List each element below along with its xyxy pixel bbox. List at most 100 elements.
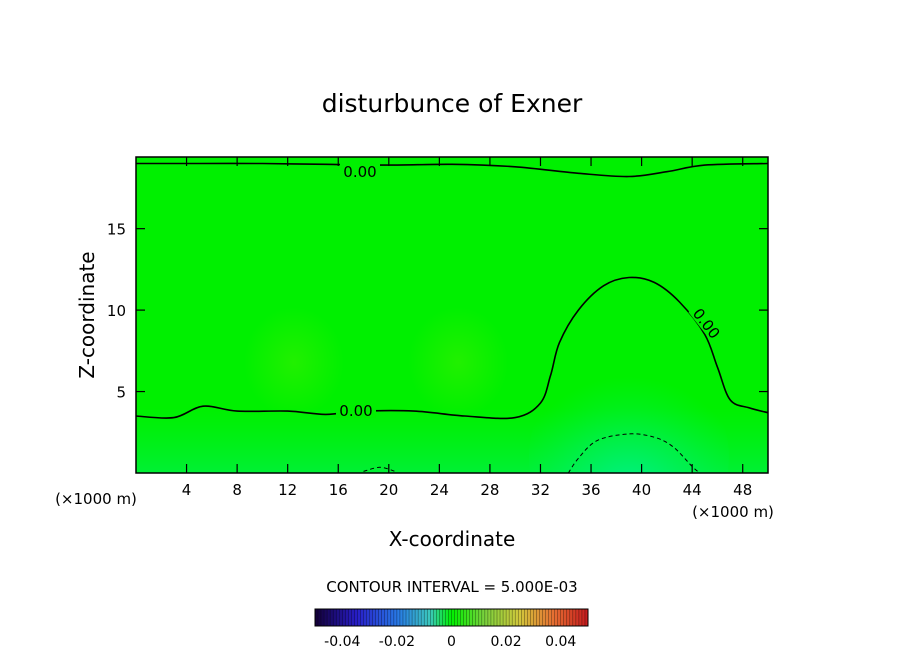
colorbar-tick-label-2: 0	[447, 634, 456, 650]
contour-label-bg-0	[340, 163, 380, 179]
colorbar-cell-73	[536, 609, 540, 626]
colorbar-cell-18	[369, 609, 373, 626]
y-tick-label-1: 10	[107, 302, 126, 320]
field-bump-0	[244, 307, 344, 418]
plot-area	[136, 157, 768, 473]
contour-line-2	[567, 433, 701, 473]
colorbar-cell-38	[430, 609, 434, 626]
colorbar-tick-label-0: -0.04	[324, 634, 360, 650]
contour-line-3	[363, 466, 396, 472]
contour-label-0: 0.00	[343, 163, 376, 181]
colorbar-tick-label-4: 0.04	[545, 634, 576, 650]
colorbar-cell-22	[381, 609, 386, 626]
colorbar-cell-85	[572, 609, 577, 626]
colorbar-cell-20	[375, 609, 379, 626]
colorbar-cell-24	[387, 609, 392, 626]
colorbar-cell-4	[327, 609, 331, 626]
x-tick-label-0: 4	[182, 481, 192, 499]
x-tick-label-5: 24	[430, 481, 449, 499]
colorbar-cell-37	[427, 609, 431, 626]
colorbar-cell-15	[360, 609, 364, 626]
colorbar-cell-50	[466, 609, 470, 626]
colorbar-cell-42	[442, 609, 446, 626]
colorbar-cell-80	[557, 609, 561, 626]
y-tick-label-0: 5	[116, 384, 126, 402]
colorbar-cell-28	[399, 609, 404, 626]
colorbar-cell-39	[433, 609, 437, 626]
colorbar-cell-67	[518, 609, 522, 626]
colorbar-cell-63	[506, 609, 510, 626]
x-tick-label-2: 12	[278, 481, 297, 499]
colorbar-cell-61	[500, 609, 504, 626]
colorbar-cell-43	[445, 609, 449, 626]
colorbar-cell-36	[424, 609, 428, 626]
colorbar-cell-55	[481, 609, 486, 626]
colorbar-cell-25	[390, 609, 395, 626]
colorbar-cell-66	[515, 609, 519, 626]
contour-interval-text: CONTOUR INTERVAL = 5.000E-03	[326, 578, 577, 596]
colorbar-cell-46	[454, 609, 458, 626]
x-unit-right: (×1000 m)	[692, 503, 774, 521]
colorbar-cell-57	[487, 609, 492, 626]
x-axis-label: X-coordinate	[389, 527, 516, 551]
colorbar-cell-30	[406, 609, 410, 626]
plot-frame	[135, 156, 769, 474]
colorbar-cell-33	[415, 609, 419, 626]
colorbar-cell-21	[378, 609, 383, 626]
contour-label-bg-1	[336, 402, 376, 418]
colorbar-cell-32	[412, 609, 416, 626]
colorbar-cell-77	[548, 609, 552, 626]
colorbar-cell-16	[363, 609, 367, 626]
colorbar-cell-70	[527, 609, 531, 626]
colorbar-cell-88	[581, 609, 586, 626]
colorbar-cell-44	[448, 609, 452, 626]
colorbar-frame	[314, 608, 589, 627]
colorbar-cell-64	[509, 609, 513, 626]
colorbar-cell-26	[393, 609, 398, 626]
y-tick-label-2: 15	[107, 221, 126, 239]
colorbar-cell-51	[469, 609, 474, 626]
x-tick-label-7: 32	[531, 481, 550, 499]
x-tick-label-6: 28	[480, 481, 499, 499]
colorbar-cell-13	[354, 609, 358, 626]
colorbar-cell-79	[554, 609, 558, 626]
colorbar-cell-49	[463, 609, 467, 626]
colorbar-cell-27	[396, 609, 401, 626]
colorbar-cell-35	[421, 609, 425, 626]
colorbar-cell-6	[333, 609, 337, 626]
colorbar-cell-83	[566, 609, 571, 626]
colorbar-cell-45	[451, 609, 455, 626]
colorbar-cell-71	[530, 609, 534, 626]
colorbar-cell-41	[439, 609, 443, 626]
colorbar-cell-7	[336, 609, 340, 626]
colorbar-cell-52	[472, 609, 477, 626]
colorbar-cell-3	[324, 609, 328, 626]
x-tick-label-8: 36	[581, 481, 600, 499]
contour-group	[136, 162, 768, 473]
colorbar-tick-label-1: -0.02	[379, 634, 415, 650]
colorbar-cell-72	[533, 609, 537, 626]
colorbar-cell-62	[503, 609, 507, 626]
colorbar-cell-74	[539, 609, 543, 626]
colorbar-cell-47	[457, 609, 461, 626]
contour-line-1	[136, 276, 768, 420]
colorbar-cell-60	[497, 609, 501, 626]
colorbar-cell-87	[578, 609, 583, 626]
colorbar-tick-label-3: 0.02	[491, 634, 522, 650]
colorbar-cell-9	[342, 609, 346, 626]
colorbar-cell-76	[545, 609, 549, 626]
colorbar-cell-56	[484, 609, 489, 626]
contour-line-0	[136, 162, 768, 178]
x-tick-label-11: 48	[733, 481, 752, 499]
contour-label-1: 0.00	[339, 402, 372, 420]
colorbar-cell-10	[345, 609, 349, 626]
x-tick-label-10: 44	[683, 481, 702, 499]
colorbar-cell-0	[315, 609, 319, 626]
colorbar-cell-53	[475, 609, 480, 626]
colorbar-cell-29	[402, 609, 407, 626]
colorbar-cell-17	[366, 609, 370, 626]
colorbar-cell-12	[351, 609, 355, 626]
contour-label-bg-2	[688, 302, 726, 344]
